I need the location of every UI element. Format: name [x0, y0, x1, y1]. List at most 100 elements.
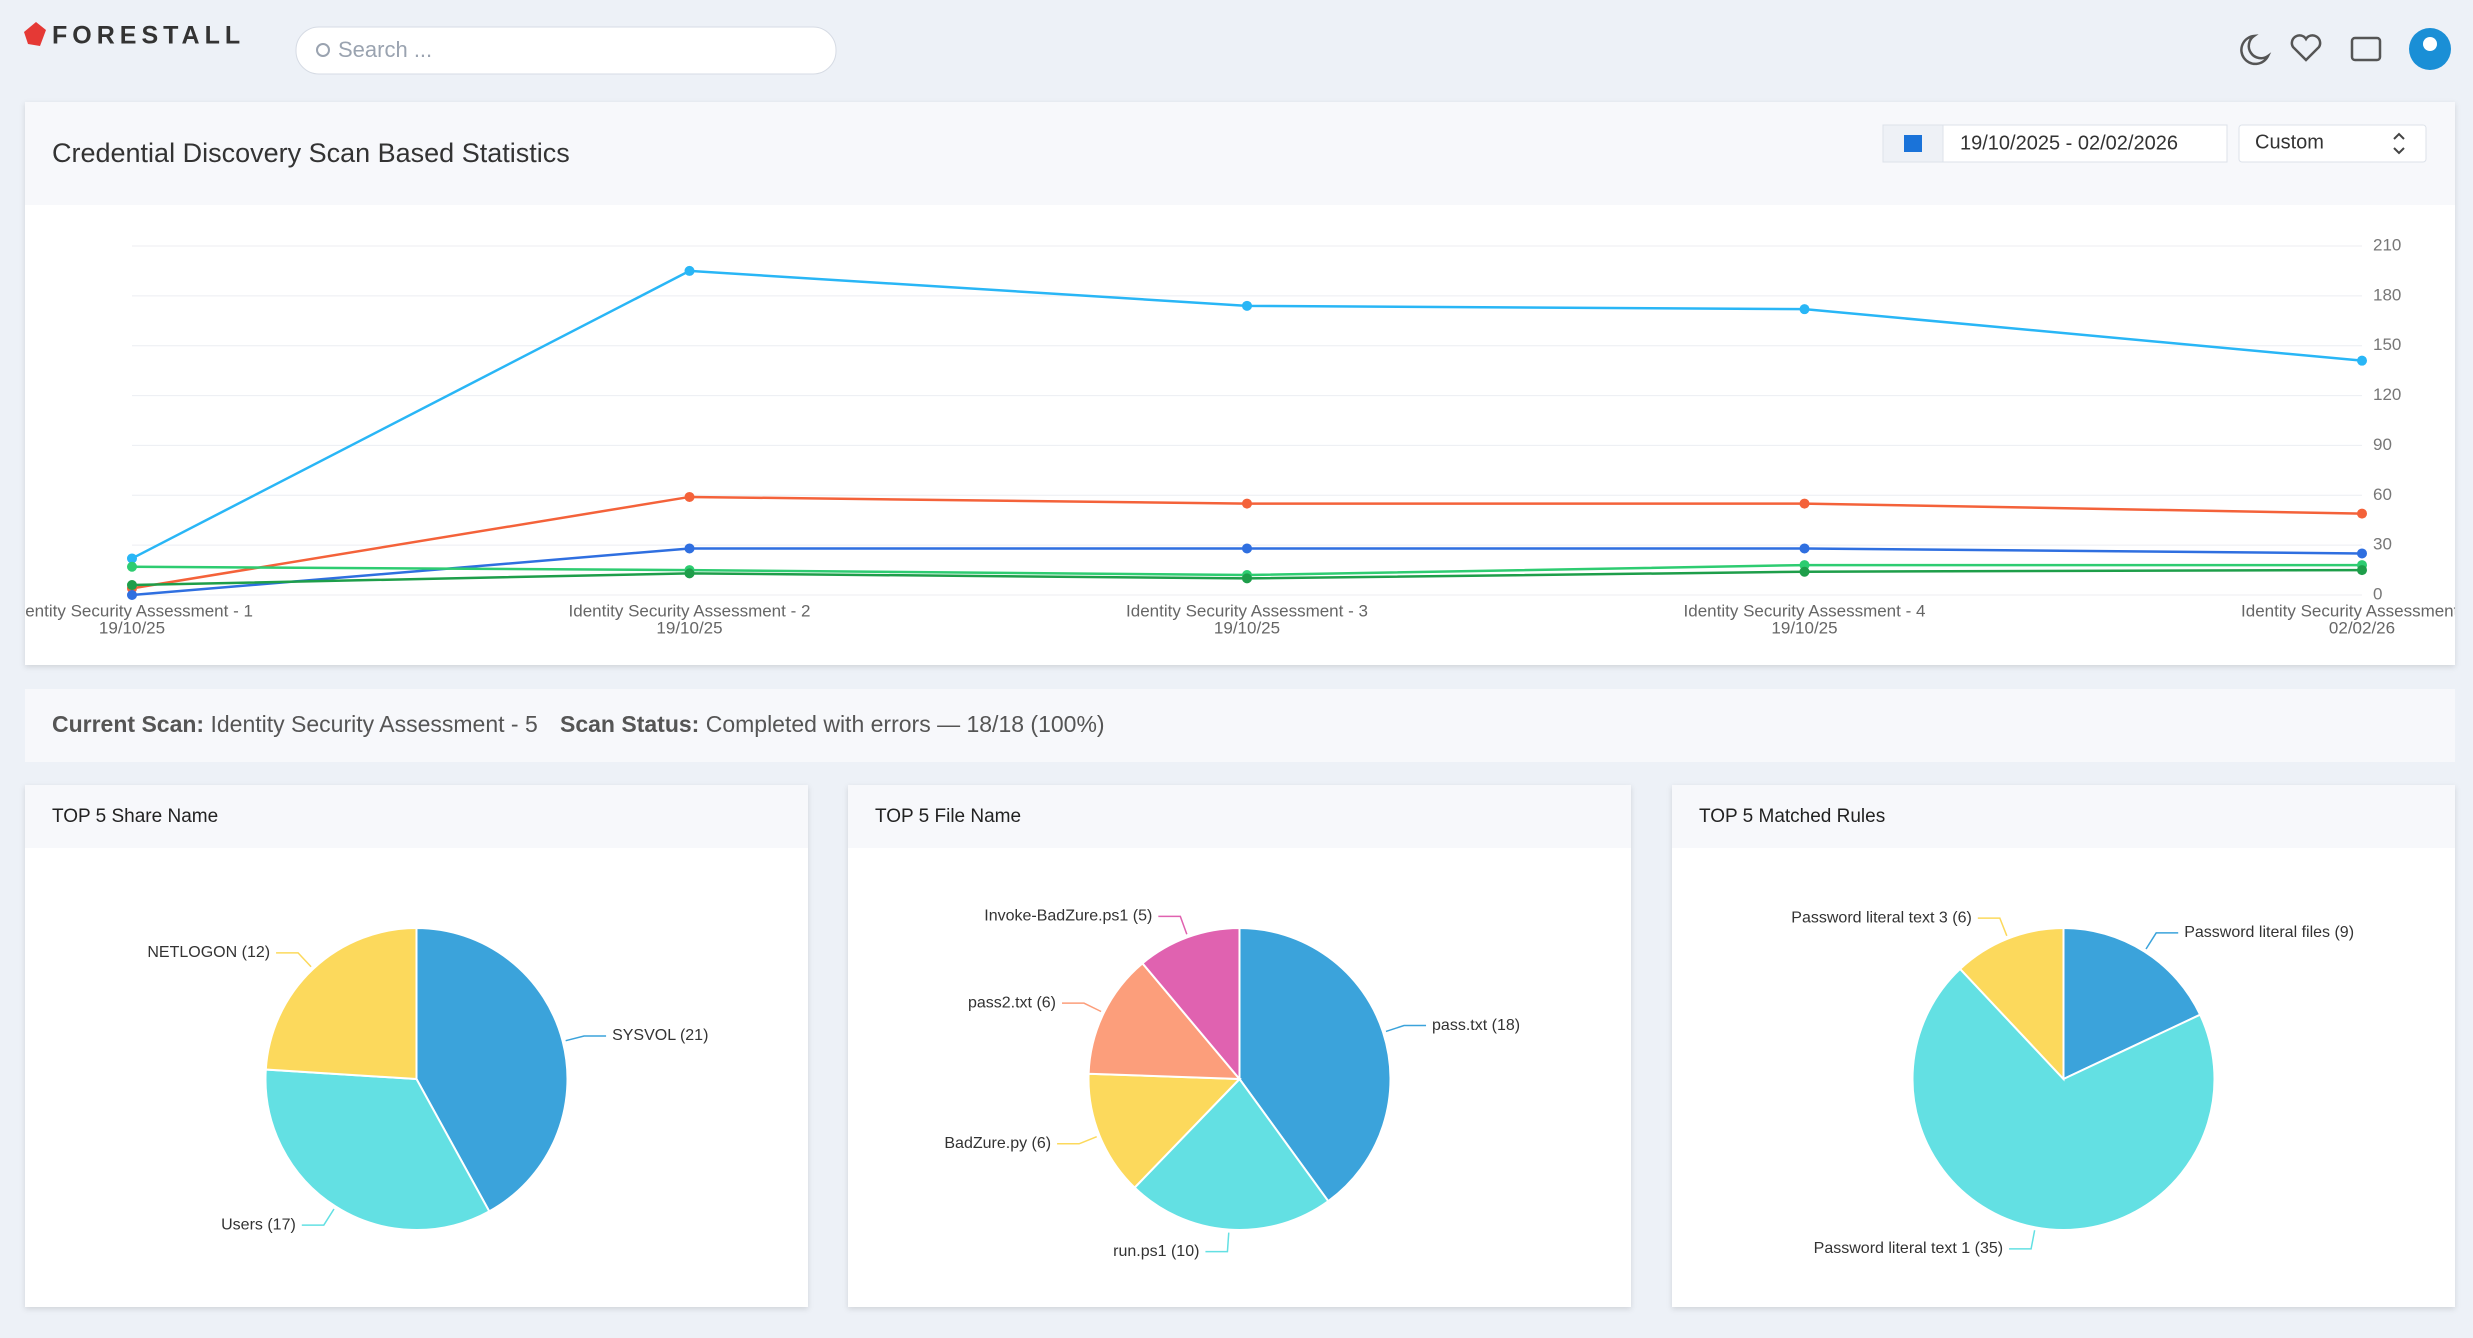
slice-label: Password literal text 1 (35) — [1814, 1240, 2003, 1257]
scan-status: Scan Status: Completed with errors — 18/… — [560, 711, 1105, 737]
y-tick-label: 0 — [2373, 584, 2382, 603]
label-leader — [1057, 1135, 1097, 1145]
theme-icon[interactable] — [2240, 34, 2272, 66]
data-point — [1242, 543, 1252, 554]
range-option: Custom — [2255, 131, 2324, 153]
select-arrow — [2393, 132, 2405, 155]
x-tick-label: Identity Security Assessment - 3 — [1126, 601, 1368, 620]
label-leader — [2009, 1230, 2036, 1250]
y-tick-label: 30 — [2373, 535, 2392, 554]
label-leader — [1385, 1024, 1427, 1033]
messages-icon[interactable] — [2350, 36, 2382, 62]
x-tick-label: Identity Security Assessment - 4 — [1684, 601, 1926, 620]
data-point — [684, 265, 695, 276]
pie-slice — [415, 926, 569, 1213]
calendar-icon — [1904, 135, 1922, 152]
data-point — [1242, 498, 1252, 509]
logo-mark — [24, 22, 46, 46]
scan-info: Current Scan: Identity Security Assessme… — [52, 711, 538, 737]
label-leader — [1062, 1002, 1102, 1013]
label-leader — [2145, 932, 2179, 950]
pie-panel-header — [25, 785, 808, 848]
y-tick-label: 180 — [2373, 285, 2401, 304]
slice-label: Password literal files (9) — [2184, 924, 2354, 941]
data-point — [127, 580, 137, 591]
pie-title: TOP 5 File Name — [875, 806, 1021, 827]
data-point — [2357, 565, 2367, 576]
search-box[interactable] — [295, 26, 837, 75]
pie-slice — [1141, 926, 1241, 1082]
y-tick-label: 150 — [2373, 335, 2401, 354]
pie-charts: TOP 5 Share Name SYSVOL (21) Users (17) NET… — [25, 785, 2455, 1307]
logo-text: FORESTALL — [52, 22, 245, 50]
data-point — [684, 568, 695, 579]
pie-slice — [264, 926, 418, 1081]
search-icon — [316, 43, 330, 57]
scan-status-label: Scan Status: — [560, 711, 699, 737]
x-tick-date: 19/10/25 — [656, 618, 722, 637]
date-input[interactable] — [1942, 124, 2228, 163]
x-tick-date: 19/10/25 — [1214, 618, 1280, 637]
panel-title: Credential Discovery Scan Based Statisti… — [52, 138, 570, 168]
data-point — [1799, 304, 1810, 315]
data-point — [127, 590, 137, 600]
x-tick-label: Identity Security Assessment - 2 — [569, 601, 811, 620]
label-leader — [1977, 917, 2008, 937]
label-leader — [276, 952, 312, 968]
data-point — [2357, 355, 2367, 366]
pie-slice — [1958, 926, 2065, 1082]
line-chart: 0 30 60 90 120 150 180 210 Identity Security Ass… — [11, 235, 2473, 637]
x-tick-date: 19/10/25 — [99, 618, 165, 637]
search-placeholder: Search ... — [338, 37, 432, 62]
slice-label: Invoke-BadZure.ps1 (5) — [984, 908, 1152, 925]
data-point — [1242, 300, 1252, 311]
date-range: 19/10/2025 - 02/02/2026 — [1960, 132, 2178, 154]
pie-slice — [1087, 961, 1242, 1081]
label-leader — [1158, 915, 1188, 935]
range-select[interactable] — [2238, 124, 2427, 163]
x-tick-label: Identity Security Assessment - 1 — [11, 601, 253, 620]
pie-panel-header — [1672, 785, 2455, 848]
label-leader — [1205, 1232, 1230, 1253]
avatar-head — [2423, 37, 2437, 51]
logo[interactable]: FORESTALL — [24, 22, 245, 50]
slice-label: pass2.txt (6) — [968, 994, 1056, 1011]
pie-slice — [2062, 926, 2202, 1081]
x-tick-label: Identity Security Assessment - 5 — [2241, 601, 2473, 620]
health-icon[interactable] — [2290, 34, 2322, 62]
pie-slice — [264, 1068, 491, 1231]
data-point — [127, 561, 137, 572]
data-point — [684, 543, 695, 554]
slice-label: pass.txt (18) — [1432, 1017, 1520, 1034]
data-point — [1799, 543, 1810, 554]
y-tick-label: 60 — [2373, 485, 2392, 504]
pie-slice — [1911, 967, 2216, 1231]
slice-label: SYSVOL (21) — [612, 1027, 708, 1044]
y-tick-label: 210 — [2373, 235, 2401, 254]
data-point — [2357, 508, 2367, 519]
data-point — [1242, 573, 1252, 584]
slice-label: BadZure.py (6) — [944, 1135, 1051, 1152]
slice-label: run.ps1 (10) — [1113, 1243, 1199, 1260]
x-tick-date: 19/10/25 — [1771, 618, 1837, 637]
data-point — [684, 491, 695, 502]
pie-slice — [1087, 1072, 1242, 1190]
pie-slice — [1238, 926, 1392, 1203]
y-tick-label: 120 — [2373, 385, 2401, 404]
data-point — [127, 553, 137, 564]
pie-title: TOP 5 Matched Rules — [1699, 806, 1885, 827]
x-tick-date: 02/02/26 — [2329, 618, 2395, 637]
y-tick-label: 90 — [2373, 435, 2392, 454]
slice-label: Users (17) — [221, 1216, 296, 1233]
pie-slice — [1133, 1077, 1330, 1231]
data-point — [2357, 548, 2367, 559]
data-point — [1799, 498, 1810, 509]
label-leader — [565, 1035, 607, 1042]
scan-bar — [25, 689, 2455, 762]
slice-label: Password literal text 3 (6) — [1791, 909, 1972, 926]
current-scan-value: Identity Security Assessment - 5 — [210, 711, 537, 737]
scan-status-value: Completed with errors — 18/18 (100%) — [706, 711, 1105, 737]
data-point — [1799, 566, 1810, 577]
current-scan-label: Current Scan: — [52, 711, 204, 737]
